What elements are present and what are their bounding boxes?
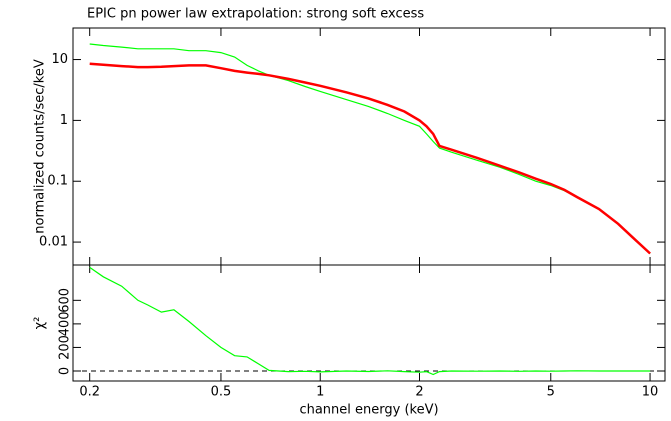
plot-frame (72, 27, 666, 266)
x-tick-label: 0.2 (79, 385, 100, 400)
x-tick-label: 10 (642, 385, 659, 400)
y-tick-label: 400 (58, 311, 73, 336)
y-axis-label: normalized counts/sec/keV (33, 59, 48, 234)
y-tick-label: 0.01 (39, 235, 68, 250)
y-tick-label: 200 (58, 335, 73, 360)
data-line (89, 266, 651, 376)
plot-frame (72, 264, 666, 382)
x-tick-label: 0.5 (211, 385, 232, 400)
y-tick-label: 10 (51, 52, 68, 67)
y-tick-label: 0.1 (47, 174, 68, 189)
data-line (89, 43, 651, 254)
y-tick-label: 600 (58, 288, 73, 313)
chart-title: EPIC pn power law extrapolation: strong … (87, 7, 424, 22)
y-tick-label: 1 (60, 113, 68, 128)
y-axis-label: χ² (33, 317, 48, 330)
x-tick-label: 2 (415, 385, 423, 400)
x-tick-label: 5 (547, 385, 555, 400)
y-tick-label: 0 (58, 367, 73, 375)
x-tick-label: 1 (316, 385, 324, 400)
x-axis-label: channel energy (keV) (299, 403, 438, 418)
data-line (89, 62, 651, 255)
